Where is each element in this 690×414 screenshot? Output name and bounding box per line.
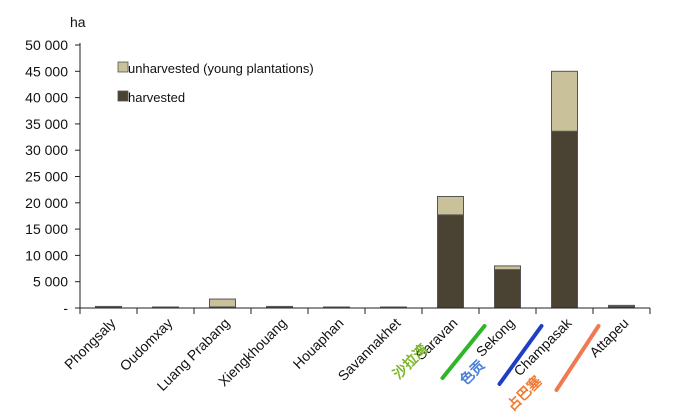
annotation-underline: [440, 324, 487, 380]
y-tick-label: -: [63, 300, 68, 316]
y-tick-label: 20 000: [25, 195, 68, 211]
y-tick-label: 45 000: [25, 63, 68, 79]
bar-harvested-saravan: [437, 214, 464, 309]
bar-unharvested-champasak: [551, 70, 578, 132]
y-tick-label: 30 000: [25, 142, 68, 158]
annotation-underline: [497, 324, 544, 386]
legend-label: unharvested (young plantations): [128, 61, 314, 76]
x-category-label: Phongsaly: [61, 315, 119, 373]
bar-harvested-champasak: [551, 130, 578, 309]
x-category-label: Houaphan: [290, 315, 347, 372]
bar-unharvested-luang-prabang: [209, 298, 236, 308]
y-tick-label: 5 000: [33, 274, 68, 290]
y-axis-unit-label: ha: [70, 14, 86, 30]
y-tick-label: 50 000: [25, 37, 68, 53]
x-category-label: Oudomxay: [116, 315, 175, 374]
annotation-label: 色贡: [457, 357, 489, 389]
x-category-label: Sekong: [473, 315, 518, 360]
legend-swatch: [117, 61, 129, 73]
bar-unharvested-saravan: [437, 195, 464, 216]
y-axis: - 5 000 10 000 15 000 20 000 25 000 30 000 35 0…: [25, 14, 86, 316]
y-tick-label: 10 000: [25, 247, 68, 263]
legend: unharvested (young plantations) harvested: [117, 61, 314, 105]
x-category-label: Champasak: [510, 314, 575, 379]
legend-label: harvested: [128, 90, 185, 105]
y-tick-label: 15 000: [25, 221, 68, 237]
bar-harvested-sekong: [494, 269, 521, 309]
bar-unharvested-sekong: [494, 265, 521, 271]
annotation-underline: [554, 324, 601, 392]
legend-swatch: [117, 90, 129, 102]
y-tick-label: 35 000: [25, 116, 68, 132]
annotation-label: 占巴塞: [504, 372, 546, 414]
bar-unharvested-attapeu: [608, 304, 635, 307]
bar-unharvested-phongsaly: [95, 305, 122, 308]
y-tick-label: 25 000: [25, 169, 68, 185]
bars: [95, 70, 635, 309]
y-tick-label: 40 000: [25, 90, 68, 106]
bar-unharvested-xiengkhouang: [266, 305, 293, 308]
